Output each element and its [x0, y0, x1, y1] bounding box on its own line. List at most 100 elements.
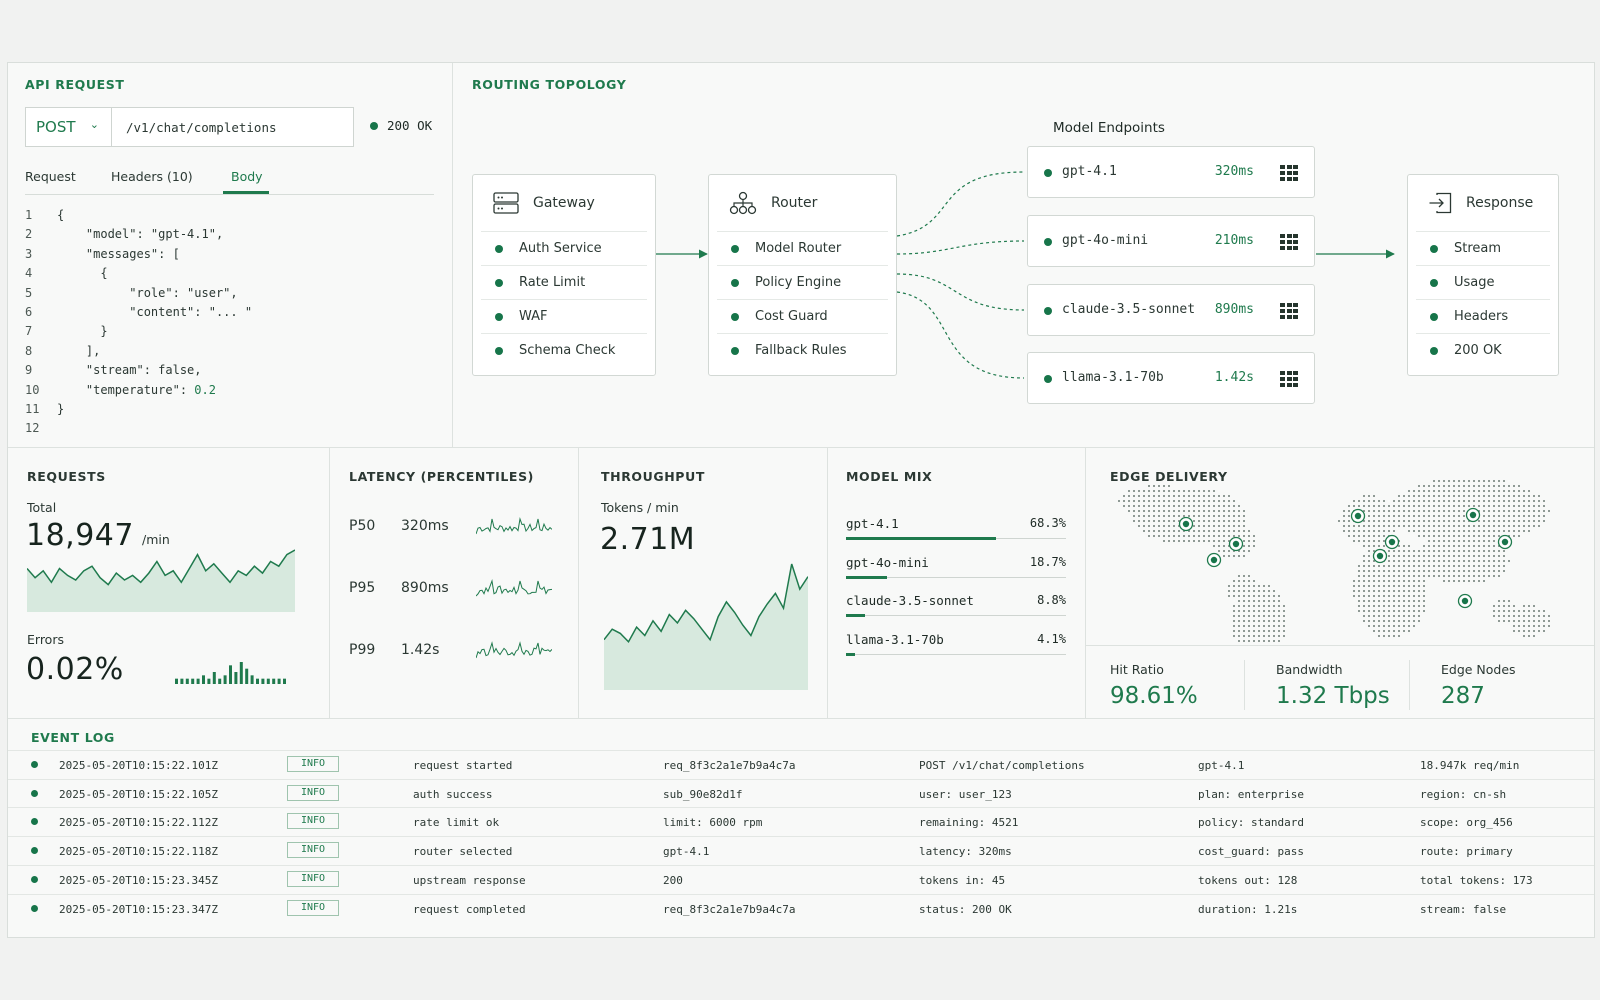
- map-dot: [1408, 505, 1410, 507]
- map-dot: [1428, 485, 1430, 487]
- map-dot: [1283, 635, 1285, 637]
- map-dot: [1363, 570, 1365, 572]
- table-row[interactable]: INFO 2025-05-20T10:15:22.118Z router selec…: [8, 836, 1594, 864]
- map-dot: [1198, 535, 1200, 537]
- map-dot: [1463, 485, 1465, 487]
- model-name: claude-3.5-sonnet: [846, 593, 974, 608]
- map-dot: [1438, 505, 1440, 507]
- map-dot: [1423, 530, 1425, 532]
- response-item[interactable]: Headers: [1416, 299, 1550, 333]
- map-dot: [1233, 525, 1235, 527]
- map-dot: [1528, 510, 1530, 512]
- map-dot: [1438, 500, 1440, 502]
- url-input[interactable]: /v1/chat/completions: [111, 107, 354, 147]
- map-dot: [1398, 630, 1400, 632]
- map-dot: [1438, 560, 1440, 562]
- response-item[interactable]: Stream: [1416, 231, 1550, 265]
- model-mix-title: MODEL MIX: [846, 469, 933, 484]
- gateway-item[interactable]: Auth Service: [481, 231, 647, 265]
- map-dot: [1498, 525, 1500, 527]
- gateway-item[interactable]: WAF: [481, 299, 647, 333]
- map-dot: [1243, 525, 1245, 527]
- gateway-node[interactable]: Gateway Auth Service Rate Limit WAF Sche…: [472, 174, 656, 376]
- log-detail: plan: enterprise: [1198, 787, 1304, 801]
- tab-body[interactable]: Body: [231, 169, 263, 184]
- tab-headers[interactable]: Headers (10): [111, 169, 193, 184]
- tab-request[interactable]: Request: [25, 169, 76, 184]
- map-dot: [1378, 505, 1380, 507]
- table-row[interactable]: INFO 2025-05-20T10:15:22.112Z rate limit o…: [8, 807, 1594, 835]
- table-row[interactable]: INFO 2025-05-20T10:15:23.347Z request comp…: [8, 893, 1594, 922]
- map-dot: [1388, 520, 1390, 522]
- map-dot: [1273, 610, 1275, 612]
- error-bar: [229, 665, 232, 684]
- map-dot: [1398, 495, 1400, 497]
- table-row[interactable]: INFO 2025-05-20T10:15:22.105Z auth success…: [8, 778, 1594, 807]
- map-dot: [1173, 530, 1175, 532]
- response-node[interactable]: Response Stream Usage Headers 200 OK: [1407, 174, 1559, 376]
- map-dot: [1148, 500, 1150, 502]
- map-dot: [1248, 600, 1250, 602]
- table-row[interactable]: INFO 2025-05-20T10:15:22.101Z request star…: [8, 750, 1594, 778]
- endpoint-card[interactable]: llama-3.1-70b 1.42s: [1027, 352, 1315, 404]
- sparkline-line: [604, 563, 808, 644]
- map-dot: [1243, 625, 1245, 627]
- map-dot: [1383, 580, 1385, 582]
- code-line: 11}: [25, 402, 64, 420]
- map-dot: [1263, 605, 1265, 607]
- map-dot: [1188, 505, 1190, 507]
- map-dot: [1178, 515, 1180, 517]
- gateway-item[interactable]: Rate Limit: [481, 265, 647, 299]
- map-dot: [1403, 595, 1405, 597]
- map-dot: [1373, 545, 1375, 547]
- map-dot: [1153, 515, 1155, 517]
- map-dot: [1498, 505, 1500, 507]
- table-row[interactable]: INFO 2025-05-20T10:15:23.345Z upstream res…: [8, 864, 1594, 893]
- map-dot: [1233, 625, 1235, 627]
- method-select[interactable]: POST ⌄: [25, 107, 112, 147]
- map-dot: [1363, 495, 1365, 497]
- model-mix-row: gpt-4.1 68.3%: [846, 516, 1066, 552]
- map-dot: [1143, 490, 1145, 492]
- router-item[interactable]: Model Router: [717, 231, 888, 265]
- map-dot: [1483, 565, 1485, 567]
- map-dot: [1488, 505, 1490, 507]
- router-item[interactable]: Cost Guard: [717, 299, 888, 333]
- map-dot: [1228, 495, 1230, 497]
- router-node[interactable]: Router Model Router Policy Engine Cost G…: [708, 174, 897, 376]
- map-dot: [1233, 630, 1235, 632]
- map-dot: [1193, 535, 1195, 537]
- map-dot: [1228, 555, 1230, 557]
- endpoint-card[interactable]: gpt-4.1 320ms: [1027, 146, 1315, 198]
- map-dot: [1483, 515, 1485, 517]
- router-item[interactable]: Policy Engine: [717, 265, 888, 299]
- gateway-item[interactable]: Schema Check: [481, 333, 647, 367]
- map-dot: [1443, 485, 1445, 487]
- latency-sparkline-line: [476, 517, 552, 535]
- map-dot: [1543, 620, 1545, 622]
- map-dot: [1388, 565, 1390, 567]
- map-dot: [1428, 495, 1430, 497]
- map-dot: [1548, 510, 1550, 512]
- map-dot: [1458, 555, 1460, 557]
- map-dot: [1353, 580, 1355, 582]
- endpoint-card[interactable]: claude-3.5-sonnet 890ms: [1027, 284, 1315, 336]
- map-dot: [1233, 550, 1235, 552]
- map-dot: [1238, 640, 1240, 642]
- map-dot: [1398, 520, 1400, 522]
- response-item[interactable]: 200 OK: [1416, 333, 1550, 367]
- response-item[interactable]: Usage: [1416, 265, 1550, 299]
- map-dot: [1488, 500, 1490, 502]
- map-dot: [1408, 600, 1410, 602]
- map-dot: [1233, 510, 1235, 512]
- map-dot: [1278, 635, 1280, 637]
- map-dot: [1148, 515, 1150, 517]
- map-dot: [1153, 485, 1155, 487]
- map-dot: [1398, 595, 1400, 597]
- map-dot: [1408, 490, 1410, 492]
- router-item[interactable]: Fallback Rules: [717, 333, 888, 367]
- map-dot: [1373, 515, 1375, 517]
- endpoint-card[interactable]: gpt-4o-mini 210ms: [1027, 215, 1315, 267]
- map-dot: [1253, 615, 1255, 617]
- map-dot: [1223, 550, 1225, 552]
